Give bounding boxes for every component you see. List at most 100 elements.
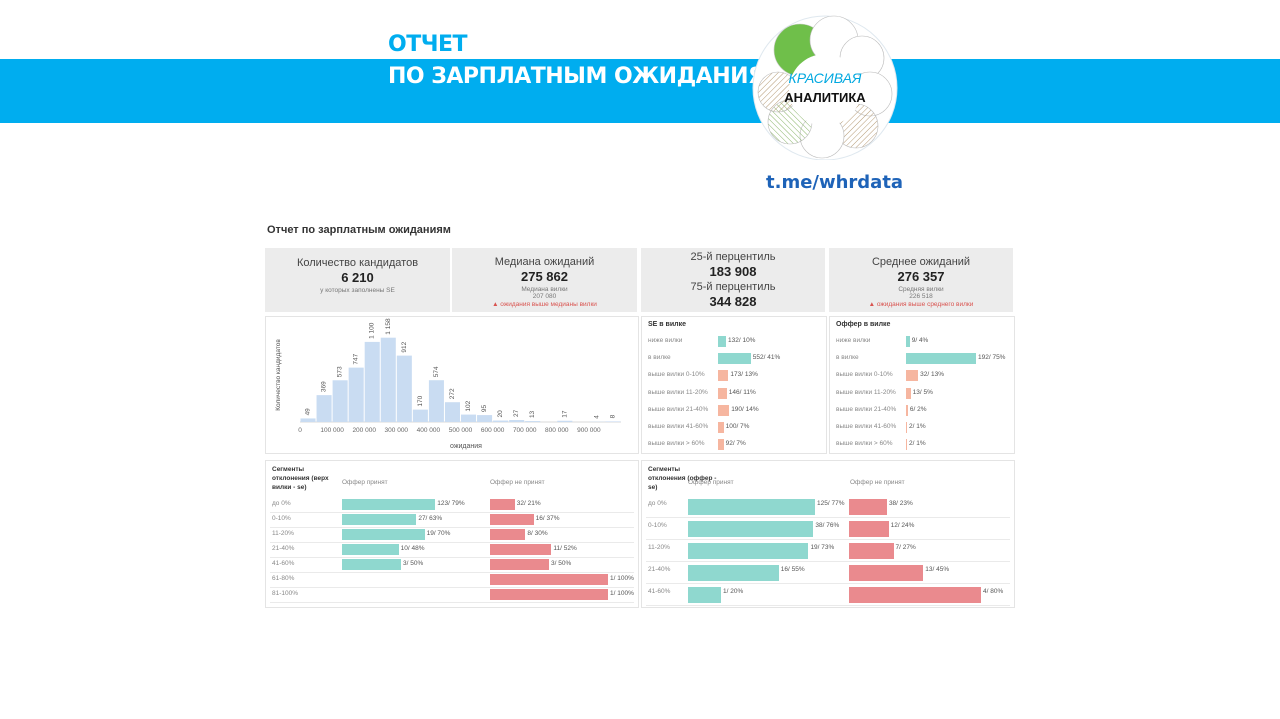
segment-rejected-bar <box>849 499 887 515</box>
histogram-data-label: 102 <box>465 400 472 411</box>
range-row-value: 173/ 13% <box>730 371 758 379</box>
segment-accepted-value: 19/ 70% <box>426 530 451 537</box>
histogram-bar <box>605 421 621 422</box>
segment-row-divider <box>270 512 634 513</box>
kpi-candidates-value: 6 210 <box>341 270 374 285</box>
range-row-value: 146/ 11% <box>728 388 756 396</box>
segment-rejected-value: 32/ 21% <box>516 500 541 507</box>
seg1-accepted-header: Оффер принят <box>342 479 388 486</box>
segment-accepted-value: 16/ 55% <box>780 566 805 573</box>
range-row-value: 190/ 14% <box>731 405 759 413</box>
kpi-median-warning: ▲ ожидания выше медианы вилки <box>492 301 597 308</box>
segments-top-title: Сегменты отклонения (верх вилки - se) <box>272 466 329 491</box>
kpi-mean-sub-value: 226 518 <box>909 293 933 300</box>
kpi-median: Медиана ожиданий 275 862 Медиана вилки 2… <box>452 248 637 312</box>
segment-row-label: 41-60% <box>648 588 671 595</box>
range-row-label: в вилке <box>648 354 671 362</box>
histogram-bar <box>477 415 493 422</box>
histogram-bar <box>557 420 573 422</box>
range-row-bar <box>718 439 724 451</box>
segment-row-label: 21-40% <box>648 566 671 573</box>
kpi-candidates-sub: у которых заполнены SE <box>320 287 395 294</box>
segment-rejected-bar <box>490 529 526 540</box>
histogram-bar <box>380 337 396 422</box>
segment-accepted-bar <box>688 521 814 537</box>
segment-row-label: 81-100% <box>272 590 299 597</box>
report-title: Отчет по зарплатным ожиданиям <box>267 224 451 236</box>
range-row-value: 2/ 1% <box>909 423 926 430</box>
histogram-data-label: 747 <box>353 353 360 364</box>
segment-rejected-bar <box>490 559 549 570</box>
range-row-label: выше вилки 0-10% <box>836 371 893 379</box>
range-row-label: выше вилки 21-40% <box>648 405 709 413</box>
segment-accepted-value: 1/ 20% <box>723 588 744 595</box>
range-row-value: 192/ 75% <box>978 354 1006 362</box>
histogram-bar <box>493 420 509 422</box>
range-row-label: выше вилки 11-20% <box>648 388 708 396</box>
range-row-value: 13/ 5% <box>912 388 933 396</box>
report: Отчет по зарплатным ожиданиям Количество… <box>265 220 1015 610</box>
offer-range-panel: Оффер в вилке ниже вилки 9/ 4% в вилке 192/… <box>829 316 1015 454</box>
range-row-bar <box>906 404 908 416</box>
segment-accepted-value: 125/ 77% <box>817 500 845 507</box>
kpi-p75-label: 75-й перцентиль <box>690 281 776 293</box>
offer-range-title: Оффер в вилке <box>836 321 891 328</box>
kpi-mean-sub-label: Средняя вилки <box>898 286 944 293</box>
range-row-label: выше вилки 41-60% <box>648 423 709 430</box>
range-row-value: 552/ 41% <box>752 354 781 362</box>
histogram-bar <box>428 380 444 422</box>
segment-row-label: 21-40% <box>272 545 295 552</box>
histogram-bar <box>316 395 332 422</box>
seg1-rejected-header: Оффер не принят <box>490 479 545 486</box>
histogram-bar <box>300 418 316 422</box>
histogram-chart: Количество кандидатов ожидания 49 369 573 7… <box>275 318 621 450</box>
range-row-label: выше вилки > 60% <box>648 440 705 448</box>
range-row-label: выше вилки 41-60% <box>836 423 897 430</box>
segment-accepted-value: 27/ 63% <box>418 515 443 522</box>
seg2-accepted-header: Оффер принят <box>688 479 734 486</box>
kpi-mean-label: Среднее ожиданий <box>871 256 971 268</box>
segment-rejected-value: 1/ 100% <box>610 575 634 582</box>
segment-row-divider <box>270 542 634 543</box>
segment-row-divider <box>270 527 634 528</box>
range-row-bar <box>906 336 910 347</box>
histogram-data-label: 272 <box>449 388 456 399</box>
x-tick-label: 400 000 <box>417 427 441 434</box>
range-row-label: ниже вилки <box>648 337 683 344</box>
histogram-data-label: 574 <box>433 366 440 377</box>
segment-accepted-value: 10/ 48% <box>400 545 425 552</box>
histogram-data-label: 27 <box>513 409 520 417</box>
segment-rejected-bar <box>490 589 608 600</box>
range-row-bar <box>718 370 729 382</box>
range-row-value: 9/ 4% <box>911 337 929 344</box>
segment-rejected-value: 4/ 80% <box>983 588 1004 595</box>
kpi-candidates-label: Количество кандидатов <box>296 257 419 269</box>
se-range-title: SE в вилке <box>648 321 686 328</box>
segment-rejected-bar <box>849 543 894 559</box>
seg2-rejected-header: Оффер не принят <box>850 479 905 486</box>
x-tick-label: 200 000 <box>352 427 376 434</box>
x-axis-label: ожидания <box>450 443 482 450</box>
segments-offer-title: Сегменты отклонения (оффер - se) <box>648 466 717 491</box>
histogram-data-label: 4 <box>593 415 600 419</box>
range-row-bar <box>718 387 727 399</box>
kpi-median-value: 275 862 <box>521 269 568 284</box>
x-tick-label: 0 <box>298 427 302 434</box>
segment-rejected-value: 8/ 30% <box>527 530 548 537</box>
segment-row-divider <box>270 572 634 573</box>
segment-row-label: 61-80% <box>272 575 295 582</box>
histogram-bar <box>444 402 460 422</box>
histogram-data-label: 17 <box>561 410 568 418</box>
page-title-line1: ОТЧЕТ <box>388 32 468 57</box>
kpi-p75-value: 344 828 <box>709 294 757 309</box>
segment-accepted-bar <box>688 543 809 559</box>
telegram-link[interactable]: t.me/whrdata <box>766 172 904 193</box>
segment-accepted-bar <box>342 499 436 510</box>
histogram-data-label: 8 <box>609 414 616 418</box>
page-title-line2: ПО ЗАРПЛАТНЫМ ОЖИДАНИЯМ <box>388 64 786 89</box>
histogram-bar <box>396 355 412 422</box>
kpi-median-sub-value: 207 080 <box>532 293 557 300</box>
histogram-panel: Количество кандидатов ожидания 49 369 573 7… <box>265 316 639 454</box>
histogram-data-label: 95 <box>481 404 488 412</box>
histogram-data-label: 1 158 <box>385 318 392 335</box>
